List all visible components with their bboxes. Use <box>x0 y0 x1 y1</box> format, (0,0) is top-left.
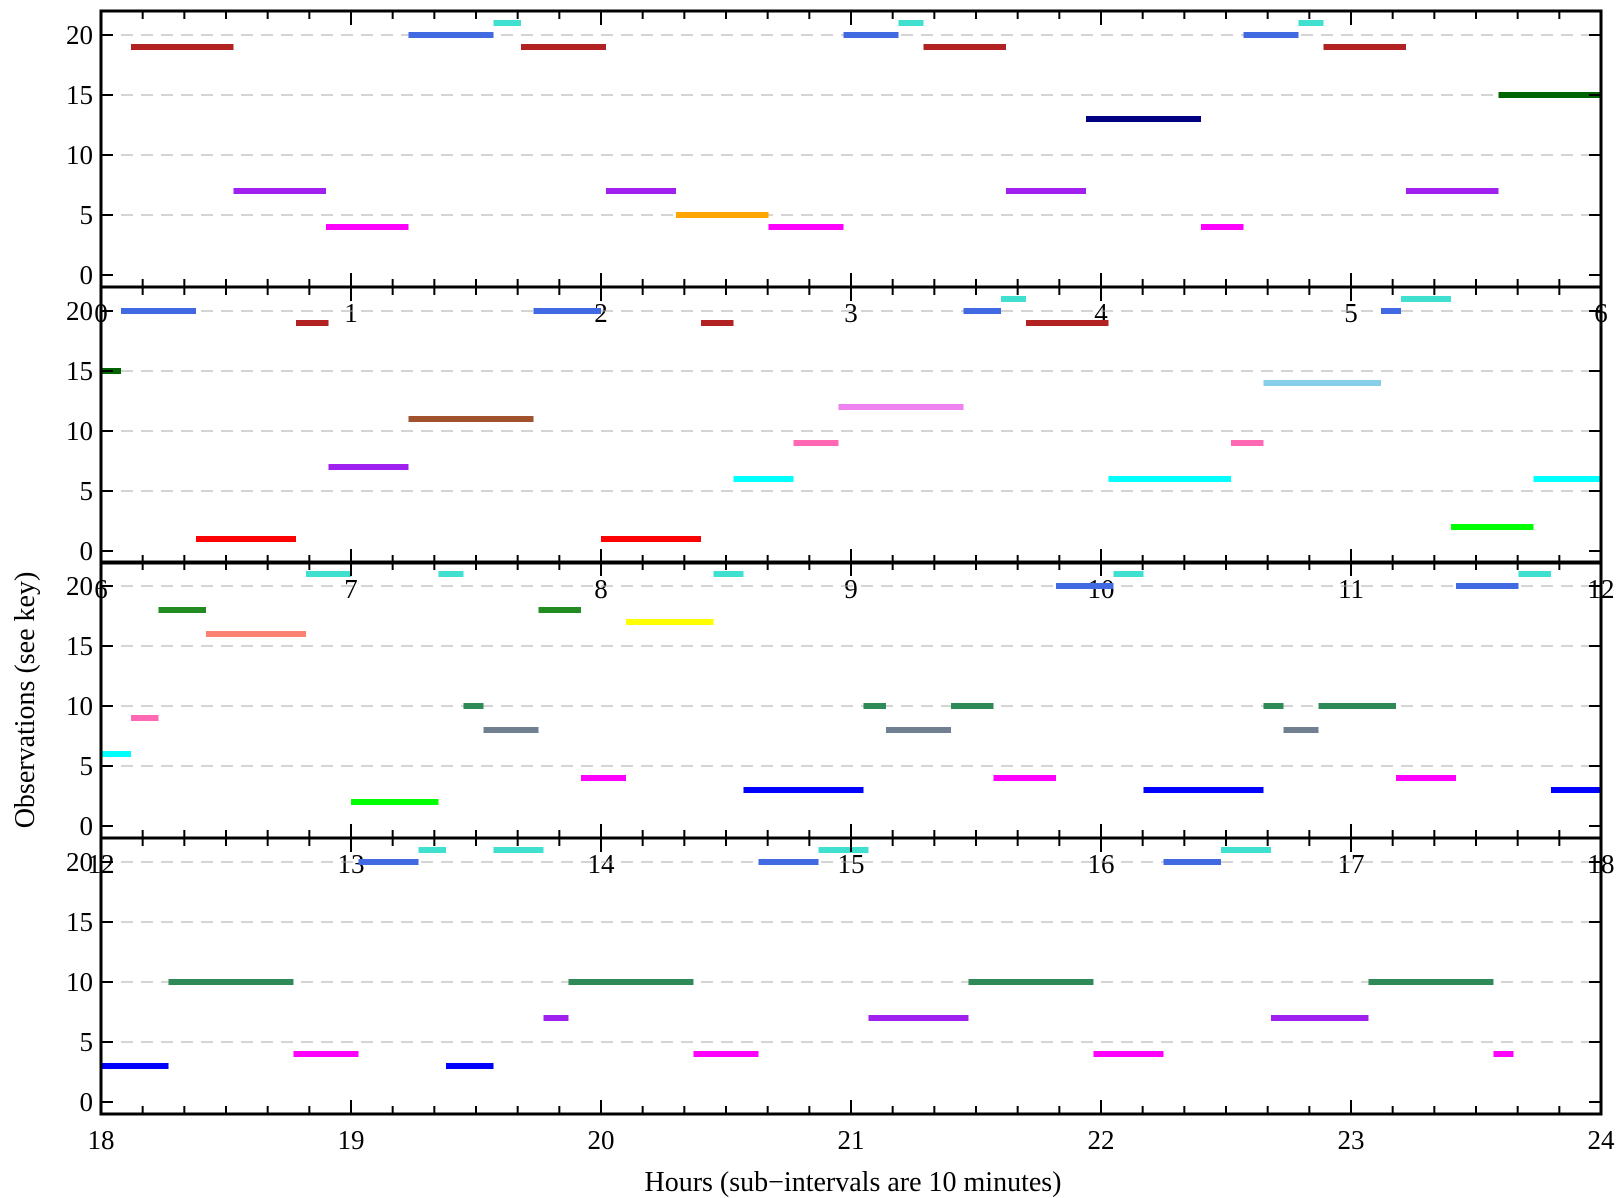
y-tick-label: 5 <box>80 751 94 781</box>
x-tick-label: 19 <box>338 1125 365 1155</box>
y-tick-label: 10 <box>66 967 93 997</box>
x-tick-label: 9 <box>844 574 858 604</box>
chart-panels: 0510152001234560510152067891011120510152… <box>66 9 1616 1155</box>
x-tick-label: 22 <box>1088 1125 1115 1155</box>
x-tick-label: 17 <box>1338 849 1365 879</box>
y-tick-label: 0 <box>80 1087 94 1117</box>
x-tick-label: 18 <box>88 1125 115 1155</box>
x-tick-label: 7 <box>344 574 358 604</box>
y-tick-label: 5 <box>80 1027 94 1057</box>
x-tick-label: 11 <box>1338 574 1364 604</box>
x-tick-label: 20 <box>588 1125 615 1155</box>
y-tick-label: 10 <box>66 140 93 170</box>
x-tick-label: 3 <box>844 298 858 328</box>
x-axis-title: Hours (sub−intervals are 10 minutes) <box>644 1167 1061 1198</box>
panel-frame <box>99 836 1603 1116</box>
x-tick-label: 16 <box>1088 849 1115 879</box>
y-tick-label: 0 <box>80 811 94 841</box>
x-tick-label: 21 <box>838 1125 865 1155</box>
y-tick-label: 0 <box>80 536 94 566</box>
x-tick-label: 14 <box>588 849 616 879</box>
y-tick-label: 10 <box>66 416 93 446</box>
y-tick-label: 0 <box>80 260 94 290</box>
x-tick-label: 8 <box>594 574 608 604</box>
y-tick-label: 15 <box>66 356 93 386</box>
y-axis-title: Observations (see key) <box>10 572 41 829</box>
panel-2: 051015206789101112 <box>66 285 1615 604</box>
y-tick-label: 20 <box>66 847 93 877</box>
y-tick-label: 5 <box>80 476 94 506</box>
y-tick-label: 15 <box>66 80 93 110</box>
panel-1: 051015200123456 <box>66 9 1608 328</box>
y-tick-label: 20 <box>66 296 93 326</box>
x-tick-label: 1 <box>344 298 358 328</box>
y-tick-label: 20 <box>66 20 93 50</box>
y-tick-label: 15 <box>66 631 93 661</box>
panel-frame <box>99 9 1603 289</box>
y-tick-label: 10 <box>66 691 93 721</box>
x-tick-label: 5 <box>1344 298 1358 328</box>
panel-frame <box>99 285 1603 565</box>
y-tick-label: 5 <box>80 200 94 230</box>
x-tick-label: 23 <box>1338 1125 1365 1155</box>
x-tick-label: 24 <box>1588 1125 1616 1155</box>
y-tick-label: 20 <box>66 571 93 601</box>
panel-4: 0 5 10 15 20 18 19 20 21 22 23 24 <box>66 836 1616 1155</box>
y-tick-label: 15 <box>66 907 93 937</box>
x-tick-label: 15 <box>838 849 865 879</box>
